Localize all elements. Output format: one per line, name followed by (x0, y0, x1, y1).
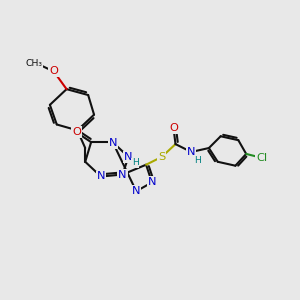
Text: H: H (132, 158, 139, 167)
Text: N: N (148, 177, 156, 188)
Text: S: S (158, 152, 165, 162)
Text: O: O (72, 127, 81, 137)
Text: N: N (124, 152, 133, 162)
Text: N: N (187, 147, 196, 157)
Text: N: N (109, 138, 117, 148)
Text: N: N (97, 172, 105, 182)
Text: O: O (169, 123, 178, 134)
Text: Cl: Cl (256, 153, 268, 163)
Text: N: N (118, 169, 127, 179)
Text: H: H (194, 156, 200, 165)
Text: N: N (132, 186, 140, 196)
Text: CH₃: CH₃ (26, 59, 43, 68)
Text: O: O (50, 67, 58, 76)
